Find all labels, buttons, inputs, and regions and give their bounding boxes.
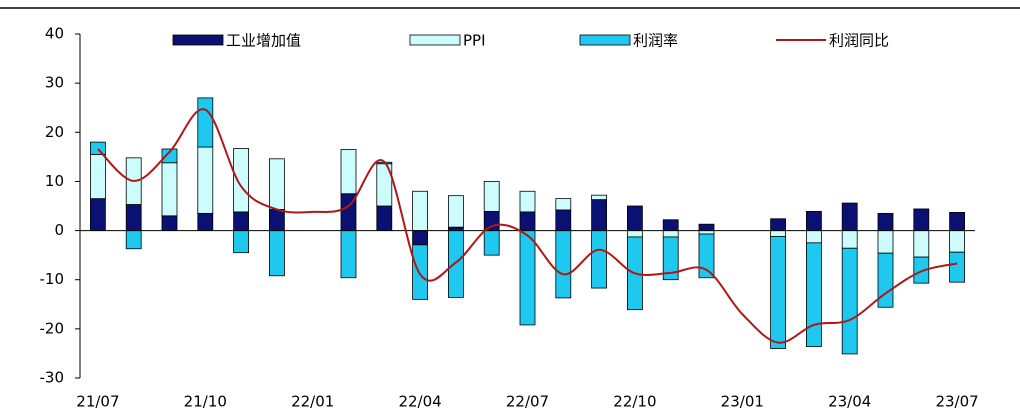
bar-segment [662,236,679,281]
bar-segment [197,97,214,148]
x-tick-label: 23/04 [828,393,871,411]
bar-segment [591,194,607,201]
bar-segment [519,230,536,326]
bar-segment [197,212,214,231]
bar-segment [555,198,572,211]
bar-segment [806,242,822,347]
bar-segment [412,190,429,231]
bar-segment [698,223,715,231]
bar-segment [340,149,357,195]
bar-segment [483,211,500,231]
x-tick-label: 22/07 [506,393,549,411]
x-tick-label: 22/01 [291,393,334,411]
bar-segment [698,233,715,279]
y-tick-label: -10 [40,270,65,288]
bar-segment [268,209,285,231]
bar-segment [519,190,536,213]
y-tick-label: 0 [54,221,64,239]
x-tick-label: 22/10 [613,393,656,411]
bar-segment [161,215,178,231]
bar-segment [877,252,894,308]
bar-segment [913,256,930,284]
bar-segment [90,153,106,200]
bar-segment [90,198,106,231]
bar-segment [555,230,572,299]
bar-segment [447,230,464,298]
bar-segment [806,211,822,231]
bar-segment [877,212,894,231]
x-tick-label: 21/07 [76,393,119,411]
legend-label: 利润率 [633,32,678,50]
y-tick-label: 30 [45,74,64,92]
bar-segment [662,219,679,231]
bar-segment [591,230,607,289]
bar-segment [197,146,214,214]
bar-segment [841,247,858,355]
bar-segment [447,226,464,231]
bar-segment [627,205,643,231]
bar-segment [770,236,786,349]
bar-segment [412,244,429,300]
bar-segment [806,230,822,244]
bar-segment [949,230,965,253]
bar-segment [233,211,250,231]
legend-swatch [172,34,224,46]
bar-segment [770,230,786,237]
bar-segment [913,230,930,258]
x-tick-label: 22/04 [398,393,441,411]
bar-segment [591,199,607,231]
y-tick-label: -20 [40,319,65,337]
bar-segment [877,230,894,254]
bar-segment [161,148,178,164]
legend-label: PPI [463,32,486,50]
bar-segment [483,181,500,212]
legend-label: 利润同比 [829,32,889,50]
bar-segment [233,148,250,213]
x-tick-label: 23/01 [721,393,764,411]
y-tick-label: 10 [45,172,64,190]
bar-segment [125,230,142,250]
bar-segment [90,141,106,155]
y-tick-label: 20 [45,123,64,141]
bar-segment [483,230,500,256]
bar-segment [376,205,393,231]
bar-segment [268,230,285,277]
y-tick-label: -30 [40,369,65,387]
x-tick-label: 21/10 [184,393,227,411]
bar-segment [412,230,429,246]
bar-segment [340,230,357,279]
bar-segment [662,230,679,238]
bar-segment [125,204,142,231]
line-series [97,108,958,344]
bar-segment [698,230,715,235]
legend-label: 工业增加值 [226,32,301,50]
bar-segment [268,158,285,210]
bar-segment [627,230,643,238]
bar-segment [233,230,250,254]
bar-segment [841,230,858,249]
bar-segment [161,162,178,217]
bar-segment [841,202,858,231]
bar-segment [447,195,464,228]
bar-segment [949,211,965,231]
y-tick-label: 40 [45,25,64,43]
legend-swatch [579,34,631,46]
bar-segment [949,251,965,283]
legend-swatch [409,34,461,46]
x-tick-label: 23/07 [935,393,978,411]
bar-segment [555,209,572,231]
bar-segment [519,211,536,231]
bar-segment [913,208,930,231]
bar-segment [770,218,786,231]
